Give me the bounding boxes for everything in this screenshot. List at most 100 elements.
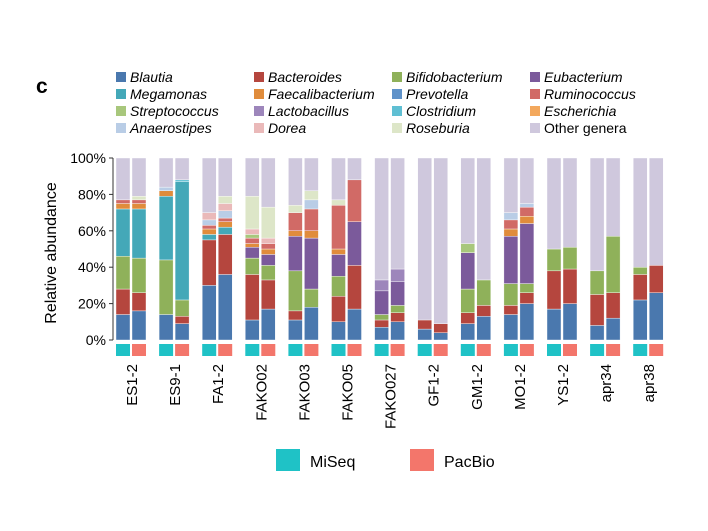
legend-swatch-other-genera bbox=[530, 123, 540, 133]
bar-segment-bacteroides bbox=[261, 279, 276, 310]
sample-label: ES1-2 bbox=[124, 364, 141, 406]
bar-segment-dorea bbox=[245, 228, 260, 235]
legend-swatch-streptococcus bbox=[116, 106, 126, 116]
bar-segment-blautia bbox=[633, 299, 648, 341]
bar-segment-other-genera bbox=[201, 157, 217, 213]
bar-segment-blautia bbox=[649, 292, 664, 341]
bar-segment-faecalibacterium bbox=[115, 203, 131, 210]
legend-swatch-prevotella bbox=[392, 89, 402, 99]
bar-segment-bifidobacterium bbox=[476, 279, 491, 306]
bar-segment-blautia bbox=[158, 314, 174, 341]
bar-segment-other-genera bbox=[374, 157, 389, 281]
bar-segment-other-genera bbox=[519, 157, 535, 204]
bar-segment-anaerostipes bbox=[503, 212, 519, 221]
bar-segment-bacteroides bbox=[546, 270, 562, 310]
bar-segment-bacteroides bbox=[649, 265, 664, 293]
platform-marker-miseq bbox=[202, 344, 217, 356]
bar-segment-other-genera bbox=[261, 157, 276, 208]
platform-swatch-pacbio bbox=[410, 449, 434, 471]
platform-marker-miseq bbox=[460, 344, 475, 356]
bar-segment-bifidobacterium bbox=[374, 314, 389, 321]
bar-segment-blautia bbox=[605, 317, 621, 341]
legend-swatch-bacteroides bbox=[254, 72, 264, 82]
y-tick-label: 20% bbox=[78, 296, 106, 312]
platform-marker-miseq bbox=[417, 344, 432, 356]
bar-segment-ruminococcus bbox=[503, 219, 519, 230]
genus-legend: Blautia Bacteroides Bifidobacterium Eubacte… bbox=[116, 69, 636, 136]
legend-label-bacteroides: Bacteroides bbox=[268, 69, 342, 85]
bar-segment-ruminococcus bbox=[217, 217, 233, 222]
platform-marker-pacbio bbox=[433, 344, 448, 356]
bar-segment-blautia bbox=[347, 308, 362, 341]
platform-marker-pacbio bbox=[175, 344, 190, 356]
bar-segment-eubacterium bbox=[460, 252, 475, 290]
bar-segment-bacteroides bbox=[115, 288, 131, 315]
legend-swatch-faecalibacterium bbox=[254, 89, 264, 99]
bar-segment-blautia bbox=[115, 314, 131, 341]
sample-label: FAKO05 bbox=[340, 364, 357, 421]
bar-segment-other-genera bbox=[174, 157, 190, 181]
y-axis-title: Relative abundance bbox=[43, 182, 60, 324]
bar-segment-roseburia bbox=[131, 196, 147, 201]
bar-segment-blautia bbox=[562, 303, 578, 341]
bar-segment-bacteroides bbox=[633, 274, 648, 301]
platform-marker-miseq bbox=[245, 344, 260, 356]
y-axis: 0% 20% 40% 60% 80% 100% bbox=[70, 150, 114, 348]
bar-segment-streptococcus bbox=[245, 234, 260, 239]
legend-label-lactobacillus: Lactobacillus bbox=[268, 103, 349, 119]
bar-segment-other-genera bbox=[417, 157, 432, 321]
bar-segment-bifidobacterium bbox=[174, 299, 190, 317]
platform-marker-miseq bbox=[331, 344, 346, 356]
legend-label-faecalibacterium: Faecalibacterium bbox=[268, 86, 375, 102]
sample-labels: ES1-2 ES9-1 FA1-2 FAKO02 FAKO03 FAKO05 FAKO027… bbox=[124, 364, 658, 429]
bar-segment-streptococcus bbox=[460, 243, 475, 253]
bar-segment-blautia bbox=[460, 323, 475, 341]
bar-segment-ruminococcus bbox=[347, 179, 362, 222]
legend-swatch-anaerostipes bbox=[116, 123, 126, 133]
bar-segment-anaerostipes bbox=[201, 219, 217, 226]
bar-segment-faecalibacterium bbox=[519, 216, 535, 224]
bar-segment-roseburia bbox=[288, 205, 303, 213]
bar-segment-bifidobacterium bbox=[546, 248, 562, 272]
bar-segment-other-genera bbox=[476, 157, 491, 281]
bar-segment-ruminococcus bbox=[304, 208, 319, 232]
bar-segment-bacteroides bbox=[562, 268, 578, 304]
legend-label-blautia: Blautia bbox=[130, 69, 173, 85]
bar-segment-bifidobacterium bbox=[562, 246, 578, 270]
bar-segment-other-genera bbox=[131, 157, 147, 197]
bar-segment-bacteroides bbox=[174, 316, 190, 324]
bar-segment-dorea bbox=[201, 212, 217, 221]
bar-segment-blautia bbox=[374, 327, 389, 341]
sample-label: MO1-2 bbox=[512, 364, 529, 410]
legend-swatch-blautia bbox=[116, 72, 126, 82]
bar-segment-eubacterium bbox=[304, 237, 319, 290]
sample-label: apr34 bbox=[598, 364, 615, 402]
platform-marker-miseq bbox=[547, 344, 561, 356]
platform-marker-miseq bbox=[116, 344, 130, 356]
sample-label: FAKO027 bbox=[383, 364, 400, 429]
bar-segment-other-genera bbox=[217, 157, 233, 197]
bar-segment-faecalibacterium bbox=[261, 248, 276, 255]
bar-segment-bacteroides bbox=[217, 234, 233, 275]
platform-marker-pacbio bbox=[304, 344, 319, 356]
bar-segment-other-genera bbox=[347, 157, 362, 181]
bar-segment-other-genera bbox=[589, 157, 605, 272]
bar-segment-lactobacillus bbox=[374, 279, 389, 292]
bar-segment-anaerostipes bbox=[158, 186, 174, 191]
legend-label-megamonas: Megamonas bbox=[130, 86, 207, 102]
bar-segment-roseburia bbox=[217, 196, 233, 204]
bar-segment-dorea bbox=[261, 237, 276, 244]
platform-marker-pacbio bbox=[606, 344, 621, 356]
y-tick-label: 60% bbox=[78, 223, 106, 239]
bar-segment-megamonas bbox=[158, 196, 174, 261]
bar-segment-eubacterium bbox=[245, 246, 260, 259]
bar-segment-eubacterium bbox=[261, 254, 276, 266]
bar-segment-bifidobacterium bbox=[131, 257, 147, 293]
platform-swatch-miseq bbox=[276, 449, 300, 471]
legend-label-other-genera: Other genera bbox=[544, 120, 627, 136]
bar-segment-bacteroides bbox=[390, 312, 405, 323]
sample-label: ES9-1 bbox=[167, 364, 184, 406]
legend-label-eubacterium: Eubacterium bbox=[544, 69, 623, 85]
bar-segment-bifidobacterium bbox=[633, 267, 648, 275]
bar-segment-roseburia bbox=[304, 190, 319, 201]
